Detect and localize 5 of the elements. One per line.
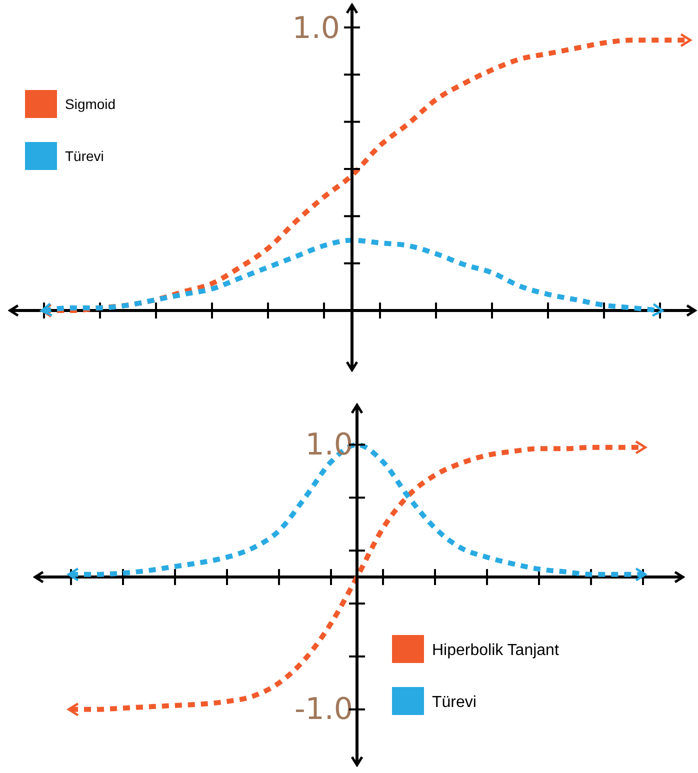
legend-label: Türevi (65, 148, 104, 164)
legend-label: Türevi (432, 694, 476, 711)
legend-label: Sigmoid (65, 96, 116, 112)
legend-label: Hiperbolik Tanjant (432, 642, 560, 659)
y-tick-label: -1.0 (294, 692, 353, 728)
